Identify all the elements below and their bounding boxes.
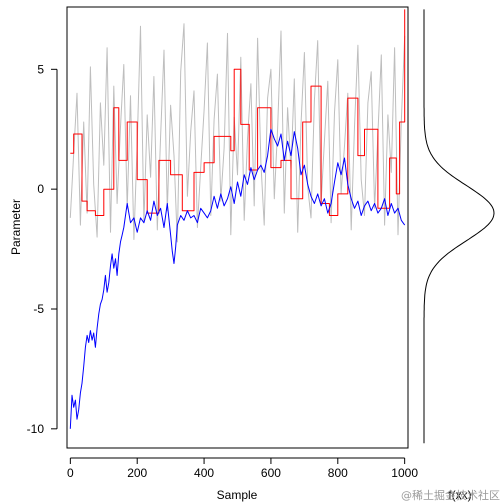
trace-series-line-0 [69,23,406,243]
trace-plot: 0 200 400 600 800 1000 -10 -5 0 5 [27,6,418,480]
trace-series-line-2 [69,128,406,429]
density-series-group [423,9,495,444]
y-tick-label: 5 [37,62,44,76]
y-axis: -10 -5 0 5 [27,62,58,436]
plot-frame [66,6,409,449]
x-axis-title: Sample [217,488,258,502]
watermark: @稀土掘金技术社区 [401,488,500,502]
x-tick-label: 1000 [391,466,418,480]
density-axis-title: f(xx) [448,488,471,502]
density-panel [423,9,495,444]
trace-series-group [69,9,406,429]
y-tick-label: 0 [37,182,44,196]
x-axis: 0 200 400 600 800 1000 [67,457,418,480]
density-curve [423,9,495,444]
y-axis-title: Parameter [9,199,23,255]
trace-series-line-1 [70,9,406,216]
x-tick-label: 800 [328,466,348,480]
y-tick-label: -5 [33,302,44,316]
x-tick-label: 600 [261,466,281,480]
x-tick-label: 200 [127,466,147,480]
x-tick-label: 400 [194,466,214,480]
x-tick-label: 0 [67,466,74,480]
y-tick-label: -10 [27,422,45,436]
